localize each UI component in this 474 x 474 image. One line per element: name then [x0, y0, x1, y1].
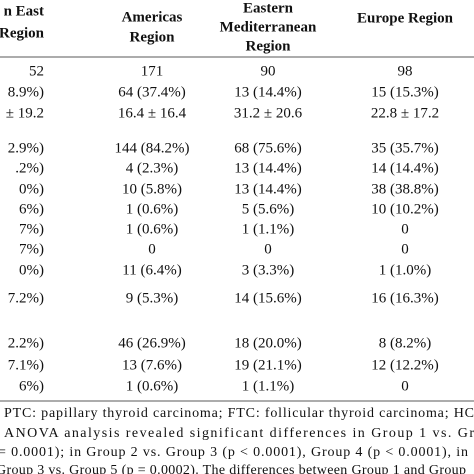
table-cell: 6%) [19, 378, 44, 394]
table-cell: 15 (15.3%) [371, 84, 439, 100]
table-cell: 64 (37.4%) [118, 84, 186, 100]
table-cell: 11 (6.4%) [122, 262, 181, 278]
table-cell: 31.2 ± 20.6 [234, 105, 303, 121]
footnote-line: Group 3 vs. Group 5 (p = 0.0002). The di… [0, 463, 466, 474]
table-cell: 8.9%) [8, 84, 44, 100]
table-cell: 1 (1.1%) [242, 221, 295, 237]
table-cell: 68 (75.6%) [234, 140, 302, 156]
table-cell: 0 [401, 241, 409, 257]
column-header: Region [0, 25, 45, 41]
table-cell: ± 19.2 [6, 105, 44, 121]
table-cell: 14 (15.6%) [234, 290, 302, 306]
table-cell: 14 (14.4%) [371, 160, 439, 176]
table-cell: 12 (12.2%) [371, 357, 439, 373]
table-cell: 16 (16.3%) [371, 290, 439, 306]
footnote-line: = 0.0001); in Group 2 vs. Group 3 (p < 0… [0, 445, 468, 460]
table-cell: 7.2%) [8, 290, 44, 306]
table-cell: 1 (0.6%) [126, 201, 179, 217]
table-cell: 9 (5.3%) [126, 290, 179, 306]
table-cell: 19 (21.1%) [234, 357, 302, 373]
table-cell: 90 [261, 63, 276, 79]
table-cell: 1 (0.6%) [126, 378, 179, 394]
table-cell: 98 [398, 63, 413, 79]
table-cell: 171 [141, 63, 164, 79]
table-cell: 0 [264, 241, 272, 257]
table-cell: 4 (2.3%) [126, 160, 179, 176]
table-cell: 1 (0.6%) [126, 221, 179, 237]
table-cell: 7.1%) [8, 357, 44, 373]
table-cell: 3 (3.3%) [242, 262, 295, 278]
table-cell: 5 (5.6%) [242, 201, 295, 217]
table-cell: 10 (5.8%) [122, 181, 182, 197]
table-cell: 13 (14.4%) [234, 181, 302, 197]
table-cell: .2%) [15, 160, 44, 176]
table-cell: 13 (14.4%) [234, 84, 302, 100]
table-cell: 0 [401, 221, 409, 237]
column-header: n East [4, 3, 44, 19]
table-cell: 2.9%) [8, 140, 44, 156]
table-cell: 7%) [19, 241, 44, 257]
table-cell: 8 (8.2%) [379, 335, 432, 351]
table-cell: 144 (84.2%) [115, 140, 190, 156]
table-cell: 2.2%) [8, 335, 44, 351]
table-cell: 16.4 ± 16.4 [118, 105, 187, 121]
table-cell: 0 [401, 378, 409, 394]
table-cell: 6%) [19, 201, 44, 217]
table-cell: 22.8 ± 17.2 [371, 105, 439, 121]
table-cell: 35 (35.7%) [371, 140, 439, 156]
table-cell: 0 [148, 241, 156, 257]
column-header: Region [246, 38, 292, 54]
footnote-line: PTC: papillary thyroid carcinoma; FTC: f… [4, 406, 474, 421]
table-cell: 10 (10.2%) [371, 201, 439, 217]
footnote-line: ANOVA analysis revealed significant diff… [4, 426, 474, 441]
table-cell: 13 (14.4%) [234, 160, 302, 176]
table-cell: 0%) [19, 262, 44, 278]
table-cell: 52 [29, 63, 44, 79]
table-cell: 18 (20.0%) [234, 335, 302, 351]
table-cell: 38 (38.8%) [371, 181, 439, 197]
column-header: Americas [122, 9, 183, 25]
column-header: Mediterranean [220, 19, 317, 35]
table-cell: 0%) [19, 181, 44, 197]
table-cell: 1 (1.0%) [379, 262, 432, 278]
table-cell: 7%) [19, 221, 44, 237]
table-cell: 46 (26.9%) [118, 335, 186, 351]
column-header: Eastern [243, 0, 294, 16]
table-cell: 1 (1.1%) [242, 378, 295, 394]
table-cell: 13 (7.6%) [122, 357, 182, 373]
column-header: Region [130, 29, 176, 45]
column-header: Europe Region [357, 10, 454, 26]
